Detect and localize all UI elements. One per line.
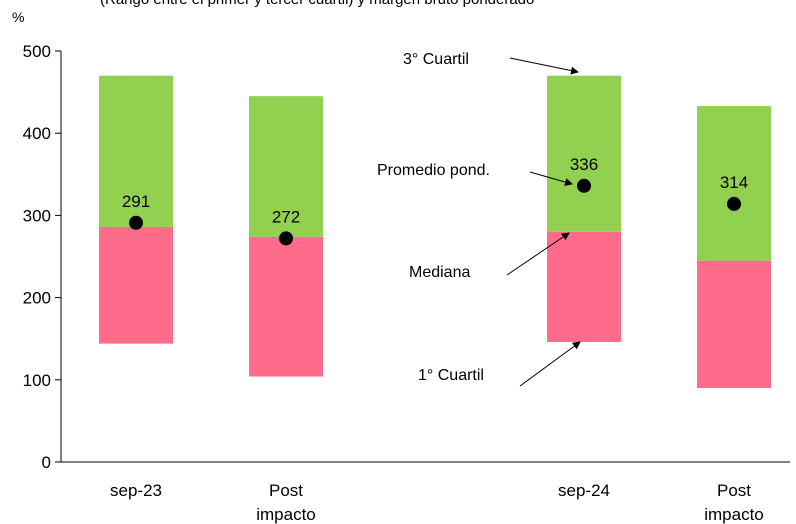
box-lower-q1-median	[249, 236, 323, 377]
x-category-label: impacto	[704, 505, 764, 524]
x-category-label: impacto	[256, 505, 316, 524]
box-lower-q1-median	[547, 231, 621, 342]
arrow-3rd-quartile	[509, 57, 579, 75]
box-lower-q1-median	[697, 260, 771, 389]
y-tick-label: 100	[23, 371, 51, 390]
y-tick-label: 200	[23, 289, 51, 308]
x-category-label: sep-24	[558, 481, 610, 500]
box-lower-q1-median	[99, 226, 173, 344]
arrow-median	[506, 232, 570, 276]
box-upper-median-q3	[249, 96, 323, 237]
mean-marker	[577, 178, 591, 193]
chart-title: (Rango entre el primer y tercer cuartil)…	[100, 0, 534, 8]
x-category-label: Post	[269, 481, 303, 500]
mean-marker	[129, 215, 143, 230]
arrow-weighted-mean	[529, 171, 573, 186]
annotations: 3° Cuartil Promedio pond. Mediana 1° Cua…	[377, 51, 581, 387]
mean-data-label: 272	[272, 207, 300, 226]
annotation-median: Mediana	[409, 264, 470, 281]
mean-data-label: 291	[122, 192, 150, 211]
box-upper-median-q3	[547, 75, 621, 232]
box-upper-median-q3	[697, 106, 771, 261]
mean-markers: 291 272 336 314	[122, 155, 748, 246]
x-category-label: Post	[717, 481, 751, 500]
arrow-1st-quartile	[519, 341, 581, 387]
mean-marker	[727, 196, 741, 211]
annotation-3rd-quartile: 3° Cuartil	[403, 51, 469, 68]
annotation-weighted-mean: Promedio pond.	[377, 162, 490, 179]
y-axis: 0 100 200 300 400 500	[23, 42, 62, 472]
x-axis: sep-23 Post impacto sep-24 Post impacto	[61, 461, 790, 524]
mean-data-label: 336	[570, 155, 598, 174]
mean-data-label: 314	[720, 173, 748, 192]
mean-marker	[279, 231, 293, 246]
y-tick-label: 0	[42, 453, 51, 472]
y-tick-label: 500	[23, 42, 51, 61]
quartile-boxes	[99, 75, 771, 389]
y-tick-label: 300	[23, 206, 51, 225]
annotation-1st-quartile: 1° Cuartil	[418, 367, 484, 384]
x-category-label: sep-23	[110, 481, 162, 500]
y-axis-unit: %	[12, 9, 24, 25]
y-tick-label: 400	[23, 124, 51, 143]
box-upper-median-q3	[99, 75, 173, 227]
